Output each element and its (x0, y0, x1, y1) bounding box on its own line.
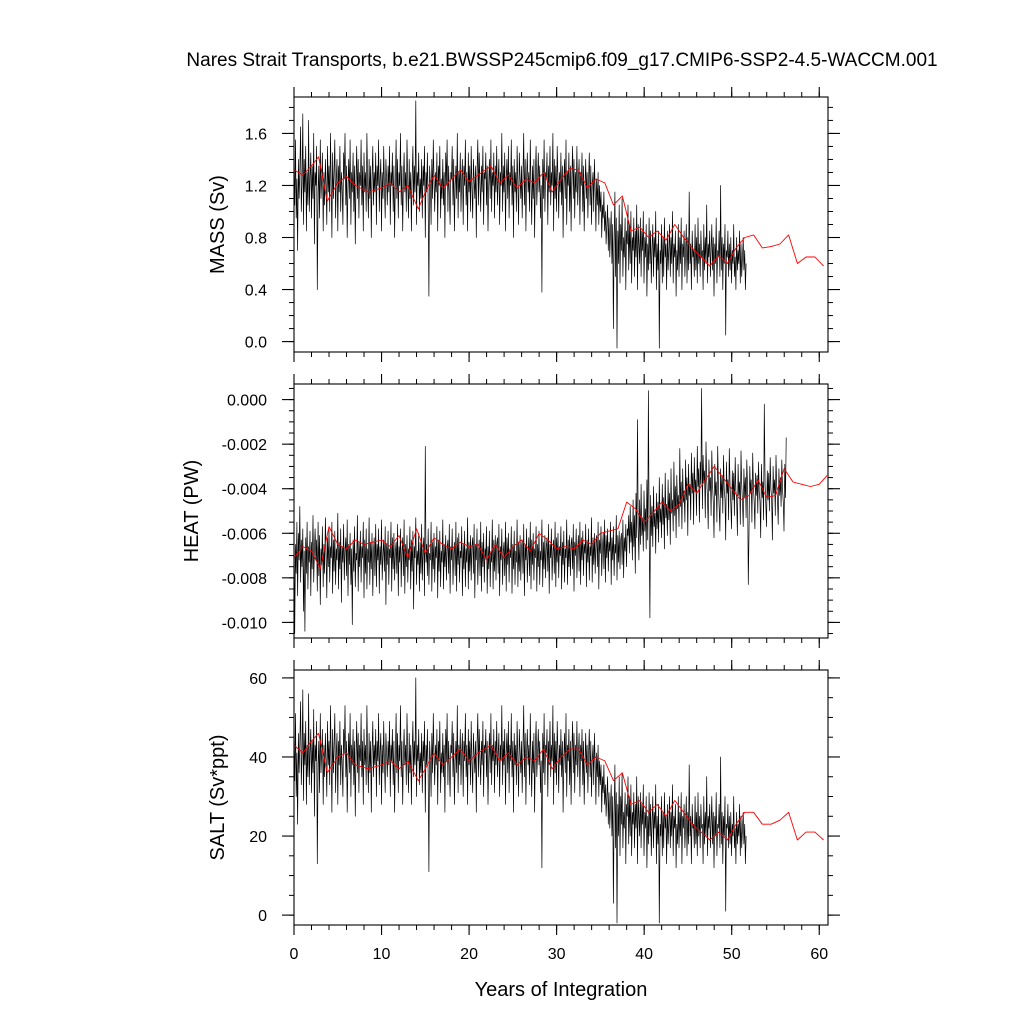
y-tick-label: 40 (249, 750, 267, 767)
y-tick-label: 0 (258, 908, 267, 925)
salt-plot-frame (293, 669, 829, 926)
x-tick-label: 30 (548, 946, 566, 963)
y-tick-label: 0.4 (245, 283, 267, 300)
panel-heat: -0.010 -0.008 -0.006 -0.004 -0.002 0.000 HEAT … (181, 374, 840, 648)
figure-title: Nares Strait Transports, b.e21.BWSSP245c… (186, 50, 937, 71)
x-tick-label: 40 (635, 946, 653, 963)
y-tick-label: 0.000 (227, 393, 267, 410)
y-tick-label: 0.0 (245, 335, 267, 352)
y-tick-label: 1.6 (245, 126, 267, 143)
heat-raw-series-line (294, 388, 787, 634)
y-tick-label: -0.002 (222, 437, 267, 454)
x-tick-label: 0 (290, 946, 299, 963)
salt-y-axis-title: SALT (Sv*ppt) (207, 735, 229, 861)
y-tick-label: -0.008 (222, 571, 267, 588)
x-tick-label: 60 (810, 946, 828, 963)
mass-raw-series-line (294, 100, 747, 349)
mass-y-axis-title: MASS (Sv) (207, 175, 229, 274)
y-tick-label: -0.010 (222, 615, 267, 632)
salt-raw-series-line (294, 677, 747, 924)
heat-smoothed-series-line (294, 465, 828, 570)
salt-smoothed-series-line (294, 732, 824, 841)
x-tick-label: 20 (460, 946, 478, 963)
y-tick-label: -0.004 (222, 482, 267, 499)
mass-plot-frame (293, 96, 829, 353)
y-tick-label: 0.8 (245, 231, 267, 248)
y-tick-label: 20 (249, 829, 267, 846)
y-tick-label: -0.006 (222, 526, 267, 543)
y-tick-label: 60 (249, 671, 267, 688)
mass-smoothed-series-line (294, 156, 824, 267)
panel-mass: 0.0 0.4 0.8 1.2 1.6 MASS (Sv) (207, 87, 840, 362)
y-tick-label: 1.2 (245, 178, 267, 195)
heat-y-axis-title: HEAT (PW) (181, 460, 203, 563)
panel-salt: 0 10 20 30 40 50 60 0 20 40 60 SALT (Sv*ppt) (207, 660, 840, 963)
x-axis-title: Years of Integration (475, 979, 648, 1001)
x-tick-label: 10 (373, 946, 391, 963)
x-tick-label: 50 (723, 946, 741, 963)
